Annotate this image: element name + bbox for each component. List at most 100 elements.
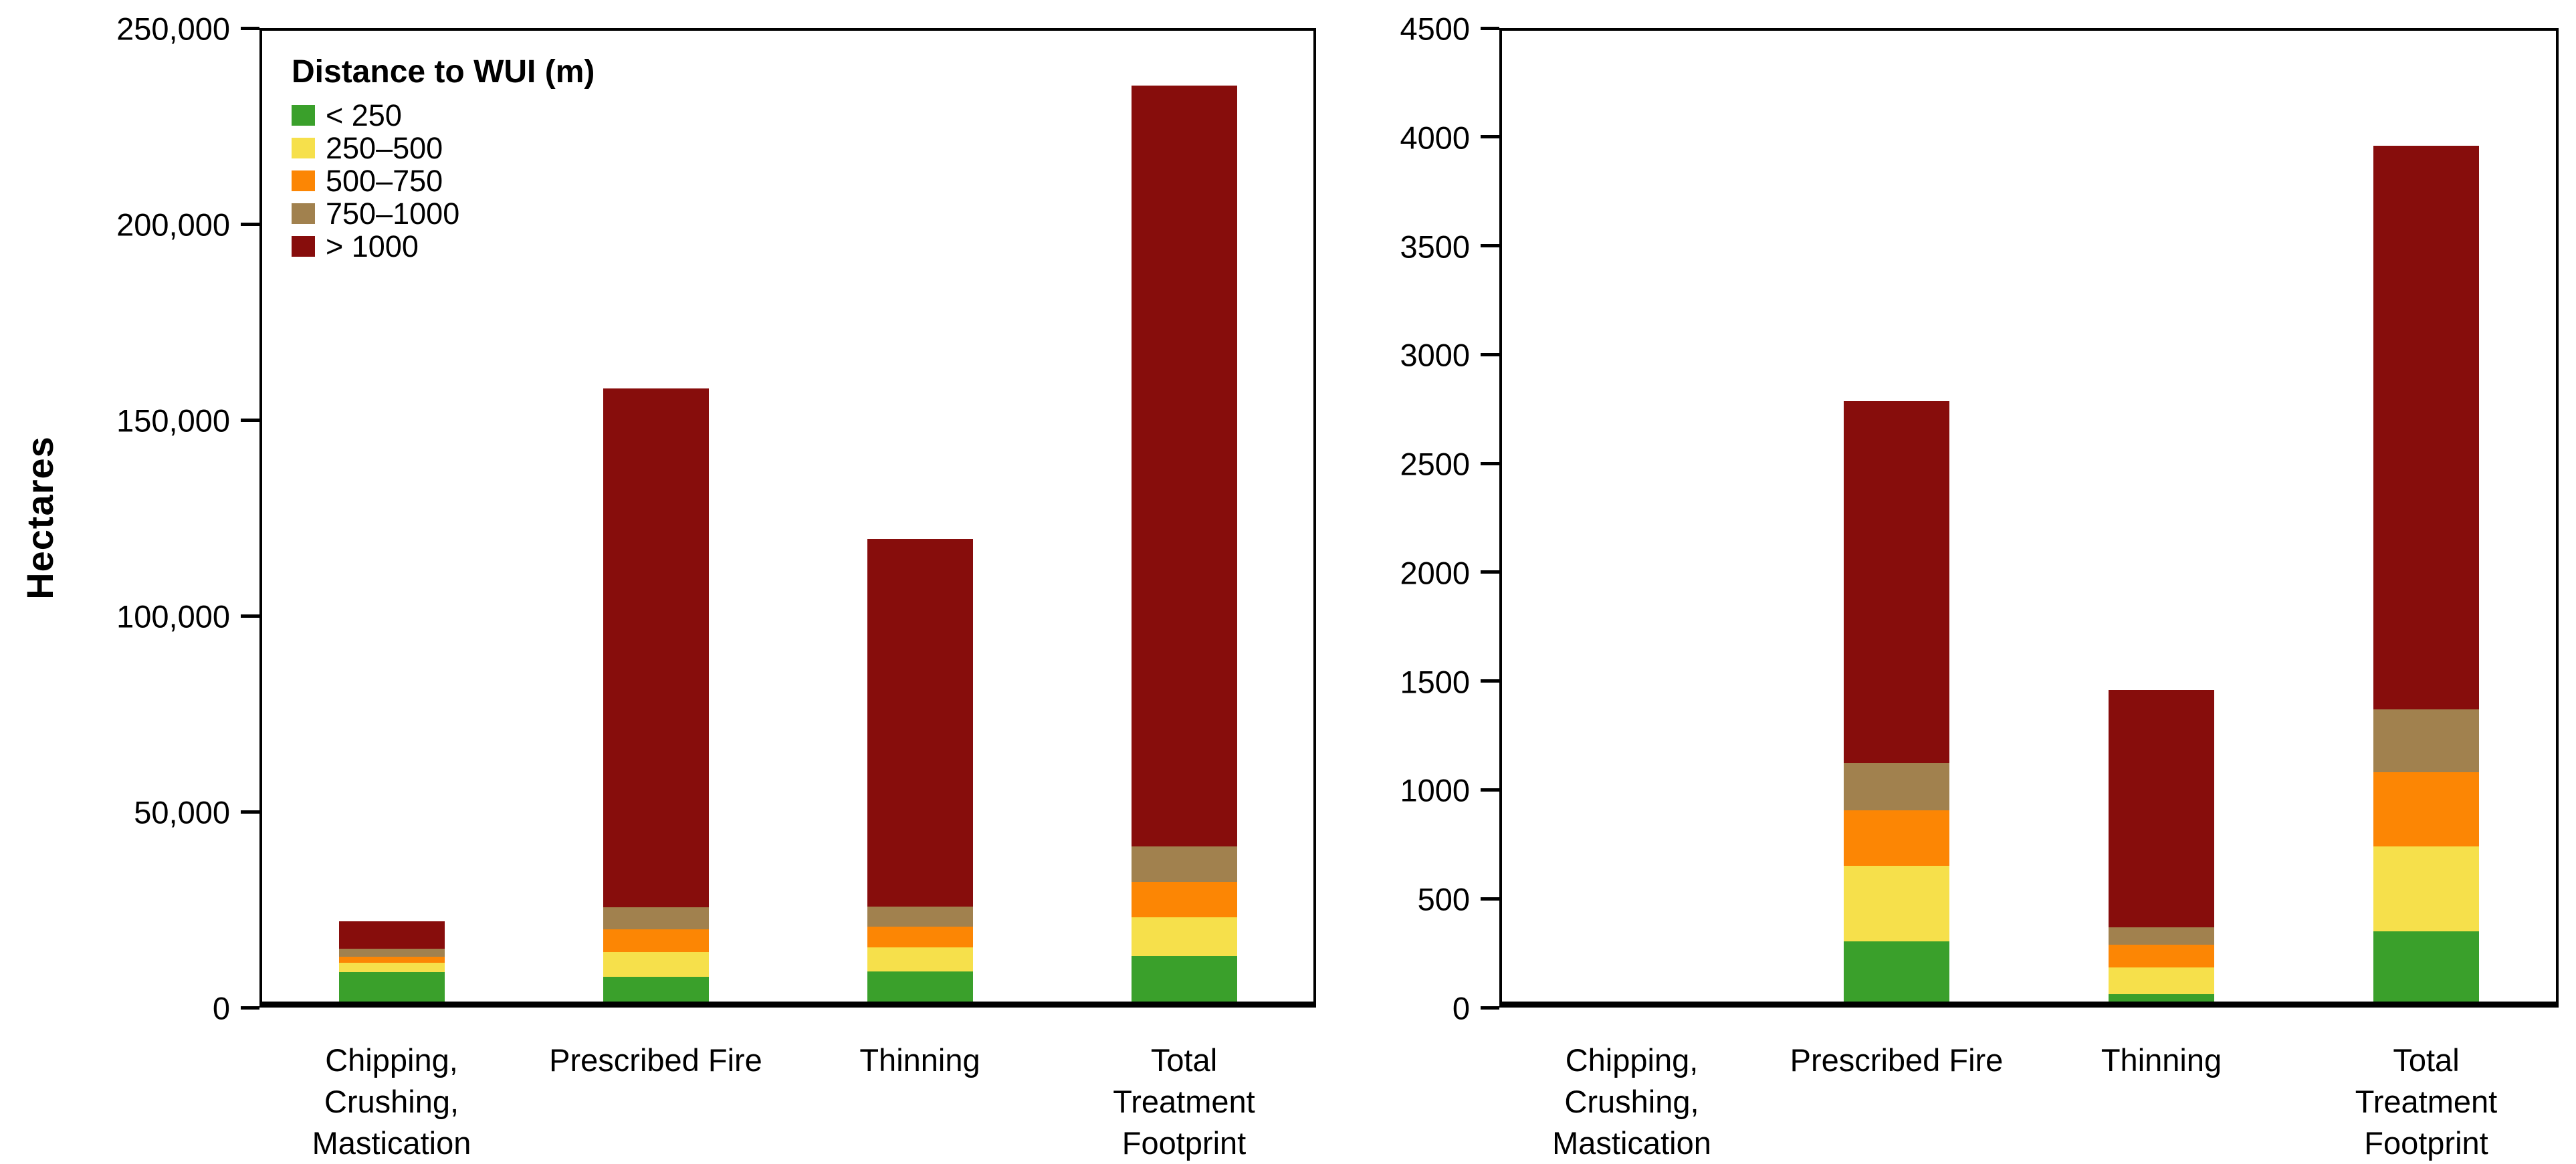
- legend-item: > 1000: [292, 230, 595, 263]
- legend-item-label: 750–1000: [326, 199, 459, 229]
- legend-item-label: < 250: [326, 100, 402, 130]
- y-axis-tick: [1481, 897, 1499, 901]
- legend-item: < 250: [292, 99, 595, 132]
- bar-segment: [603, 952, 709, 977]
- legend-swatch-5: [292, 236, 315, 257]
- y-axis-tick: [1481, 570, 1499, 574]
- y-axis-tick: [1481, 244, 1499, 247]
- bar-segment: [1844, 941, 1949, 1008]
- x-axis-category-label: Prescribed Fire: [1790, 1040, 2004, 1081]
- bar-segment: [867, 971, 973, 1008]
- bar-segment: [339, 921, 445, 949]
- bar-segment: [1132, 846, 1237, 882]
- bar-segment: [2109, 690, 2214, 927]
- bar-segment: [1132, 956, 1237, 1008]
- bar-segment: [339, 949, 445, 956]
- bar-segment: [1132, 882, 1237, 917]
- y-axis-tick-label: 250,000: [116, 13, 230, 45]
- y-axis-tick: [241, 810, 259, 814]
- bar-segment: [867, 539, 973, 907]
- y-axis-tick-label: 3500: [1400, 231, 1470, 262]
- y-axis-tick-label: 100,000: [116, 601, 230, 632]
- y-axis-title-wrap: Hectares: [0, 28, 79, 1008]
- legend-swatch-2: [292, 138, 315, 158]
- y-axis-tick-label: 0: [1453, 993, 1470, 1024]
- x-axis-category-label: Total Treatment Footprint: [1113, 1040, 1255, 1164]
- y-axis-tick-label: 0: [213, 993, 230, 1024]
- bar-segment: [339, 972, 445, 1008]
- bar-segment: [2109, 994, 2214, 1008]
- bar-segment: [1844, 810, 1949, 866]
- bar-segment: [2373, 772, 2479, 846]
- y-axis-tick: [1481, 679, 1499, 683]
- bar-segment: [867, 907, 973, 927]
- bar-segment: [2109, 927, 2214, 945]
- bar-segment: [603, 907, 709, 929]
- x-axis-category-label: Chipping, Crushing, Mastication: [1552, 1040, 1711, 1164]
- y-axis-tick-label: 500: [1418, 884, 1470, 915]
- bar-segment: [867, 927, 973, 947]
- legend-item: 500–750: [292, 164, 595, 197]
- bar-segment: [2373, 146, 2479, 709]
- bar-segment: [339, 963, 445, 972]
- legend-swatch-4: [292, 203, 315, 224]
- y-axis-tick-label: 1000: [1400, 775, 1470, 806]
- y-axis-tick-label: 150,000: [116, 405, 230, 437]
- legend-item: 750–1000: [292, 197, 595, 230]
- y-axis-tick: [1481, 1006, 1499, 1010]
- legend-swatch-1: [292, 105, 315, 126]
- y-axis-tick: [1481, 788, 1499, 792]
- bar-segment: [2373, 709, 2479, 772]
- y-axis-tick: [1481, 353, 1499, 356]
- legend-item-label: 250–500: [326, 133, 443, 163]
- bar-segment: [1844, 401, 1949, 762]
- y-axis-tick-label: 200,000: [116, 209, 230, 241]
- y-axis-tick: [241, 1006, 259, 1010]
- bar-segment: [1132, 917, 1237, 955]
- bar-segment: [339, 957, 445, 963]
- y-axis-tick-label: 1500: [1400, 666, 1470, 697]
- x-axis-category-label: Prescribed Fire: [549, 1040, 762, 1081]
- x-axis-category-label: Chipping, Crushing, Mastication: [312, 1040, 471, 1164]
- legend-title: Distance to WUI (m): [292, 55, 595, 90]
- legend-item-label: > 1000: [326, 231, 419, 261]
- y-axis-tick: [241, 419, 259, 422]
- bar-segment: [1844, 866, 1949, 941]
- bar-segment: [867, 947, 973, 971]
- y-axis-tick: [1481, 27, 1499, 30]
- x-axis-category-label: Thinning: [859, 1040, 980, 1081]
- y-axis-tick: [241, 223, 259, 226]
- bar-segment: [2373, 931, 2479, 1008]
- y-axis-tick-label: 4000: [1400, 122, 1470, 153]
- y-axis-tick: [1481, 462, 1499, 465]
- bar-segment: [1579, 1005, 1685, 1006]
- x-axis-category-label: Total Treatment Footprint: [2355, 1040, 2497, 1164]
- y-axis-tick-label: 50,000: [134, 797, 230, 828]
- legend-item-label: 500–750: [326, 166, 443, 196]
- x-axis-category-label: Thinning: [2101, 1040, 2222, 1081]
- bar-segment: [1579, 1006, 1685, 1008]
- y-axis-title: Hectares: [18, 436, 62, 600]
- y-axis-tick-label: 3000: [1400, 340, 1470, 371]
- bar-segment: [2109, 945, 2214, 967]
- bar-segment: [603, 929, 709, 953]
- bar-segment: [603, 388, 709, 907]
- y-axis-tick-label: 2000: [1400, 557, 1470, 588]
- bar-segment: [1579, 1004, 1685, 1005]
- bar-segment: [2373, 846, 2479, 931]
- legend-item: 250–500: [292, 132, 595, 164]
- y-axis-tick: [1481, 135, 1499, 138]
- y-axis-tick: [241, 614, 259, 618]
- y-axis-tick-label: 2500: [1400, 449, 1470, 480]
- bar-segment: [1132, 86, 1237, 847]
- bar-segment: [603, 977, 709, 1008]
- y-axis-tick-label: 4500: [1400, 13, 1470, 45]
- y-axis-tick: [241, 27, 259, 30]
- legend-swatch-3: [292, 170, 315, 191]
- bar-segment: [1844, 763, 1949, 811]
- bar-segment: [2109, 967, 2214, 995]
